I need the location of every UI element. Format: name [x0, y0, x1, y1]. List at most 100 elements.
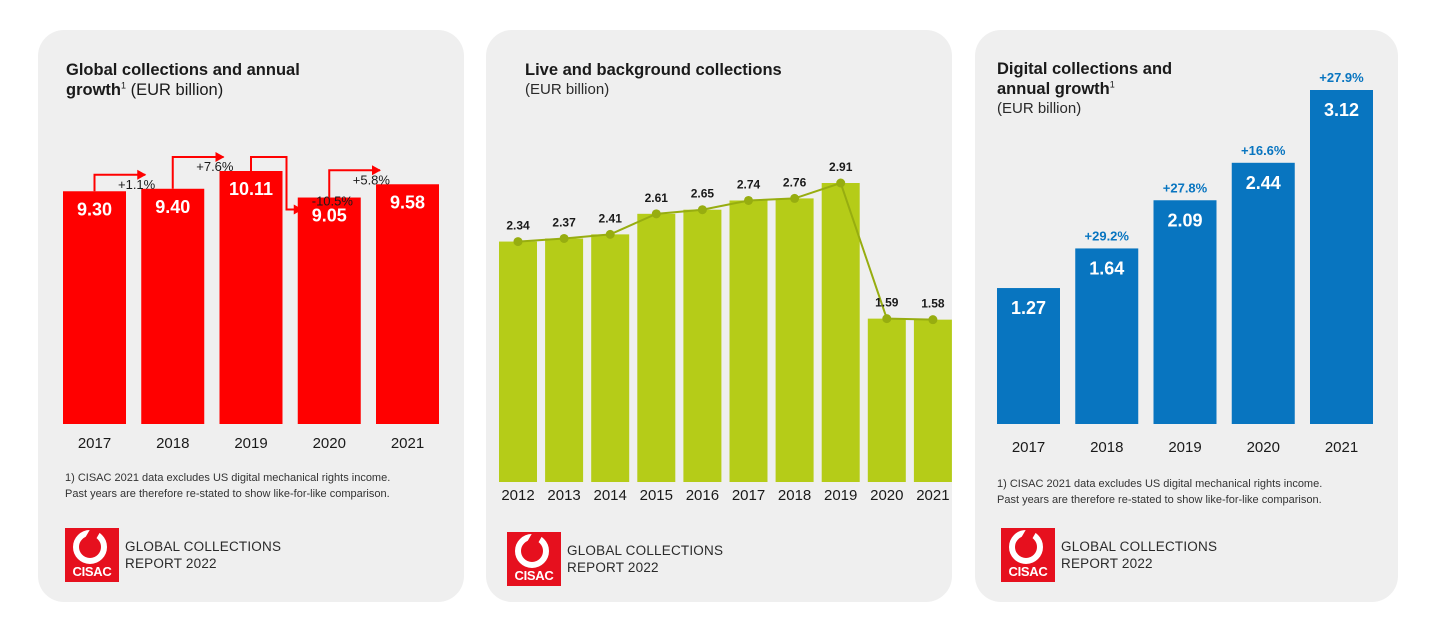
x-tick-label: 2019 [1168, 439, 1201, 456]
unit-label: (EUR billion) [525, 81, 610, 98]
unit-label: (EUR billion) [997, 100, 1082, 117]
bar-value-label: 9.30 [77, 199, 112, 219]
point-value-label: 2.41 [599, 211, 623, 225]
point-value-label: 1.58 [921, 297, 945, 311]
bar [775, 198, 814, 483]
brand: CISAC GLOBAL COLLECTIONS REPORT 2022 [1001, 528, 1217, 582]
growth-arrow-line [328, 169, 380, 198]
line-point [836, 178, 846, 188]
x-tick-label: 2019 [824, 487, 857, 504]
growth-label: +5.8% [353, 172, 391, 187]
bar [376, 184, 439, 424]
growth-arrow-head [293, 204, 303, 215]
bar [1153, 200, 1217, 424]
bar-value-label: 1.27 [1011, 298, 1046, 318]
point-value-label: 2.65 [691, 187, 715, 201]
cisac-logo: CISAC [507, 532, 561, 586]
x-tick-label: 2018 [1090, 439, 1123, 456]
point-value-label: 1.59 [875, 296, 899, 310]
footnote-line: 1) CISAC 2021 data excludes US digital m… [997, 478, 1323, 490]
digital-collections-card: Digital collections and annual growth1 (… [975, 30, 1398, 602]
growth-label: +29.2% [1085, 228, 1130, 243]
bar [545, 238, 584, 482]
line-point [559, 233, 569, 243]
point-value-label: 2.91 [829, 160, 853, 174]
line-point [790, 193, 800, 203]
bar [219, 171, 283, 424]
bar [683, 209, 722, 482]
footnote-marker: 1 [1109, 79, 1115, 90]
bar [297, 197, 361, 424]
point-value-label: 2.37 [552, 215, 576, 229]
growth-label: +27.8% [1163, 180, 1208, 195]
footnote: 1) CISAC 2021 data excludes US digital m… [65, 470, 390, 502]
footnote-marker: 1 [121, 80, 127, 91]
growth-arrow-head [137, 169, 147, 180]
growth-arrow-line [93, 173, 146, 192]
bar [63, 191, 126, 424]
title-line1: Digital collections and [997, 60, 1173, 78]
bar [913, 319, 952, 482]
x-tick-label: 2021 [916, 487, 949, 504]
growth-label: -10.5% [312, 194, 354, 209]
growth-label: +1.1% [118, 177, 156, 192]
growth-arrow-line [250, 156, 302, 211]
brand: CISAC GLOBAL COLLECTIONS REPORT 2022 [65, 528, 281, 582]
bar-value-label: 9.40 [155, 197, 190, 217]
bar [821, 183, 860, 482]
x-tick-label: 2020 [313, 435, 346, 452]
x-tick-label: 2016 [686, 487, 719, 504]
cisac-logo: CISAC [65, 528, 119, 582]
point-value-label: 2.74 [737, 177, 761, 191]
bar [997, 288, 1060, 424]
bar-value-label: 10.11 [229, 179, 273, 199]
bar-value-label: 2.09 [1167, 210, 1202, 230]
growth-label: +16.6% [1241, 143, 1286, 158]
brand-text: GLOBAL COLLECTIONS REPORT 2022 [567, 543, 724, 575]
bar-value-label: 3.12 [1324, 100, 1359, 120]
series-line [517, 181, 933, 321]
footnote-line: Past years are therefore re-stated to sh… [65, 488, 390, 500]
x-tick-label: 2017 [78, 435, 111, 452]
growth-arrow-line [171, 156, 224, 189]
line-point [744, 195, 753, 205]
growth-arrow-head [215, 152, 225, 162]
bar [499, 241, 537, 482]
bar-value-label: 2.44 [1246, 173, 1281, 193]
point-value-label: 2.76 [783, 175, 807, 189]
footnote-line: Past years are therefore re-stated to sh… [997, 494, 1322, 506]
x-tick-label: 2018 [156, 435, 189, 452]
line-point [928, 315, 938, 325]
bar-value-label: 1.64 [1089, 258, 1124, 278]
bar [867, 318, 906, 482]
title-line1: Global collections and annual [66, 61, 300, 79]
line-point [697, 205, 707, 215]
bar [1075, 248, 1139, 424]
x-tick-label: 2020 [870, 487, 903, 504]
line-point [605, 229, 615, 239]
bar [729, 200, 768, 483]
x-tick-label: 2015 [640, 487, 673, 504]
bar-line-chart-live: 2012 2013 2014 2015 2016 2017 2018 2019 2020 2021… [499, 160, 952, 504]
line-point [513, 237, 523, 247]
bar [637, 213, 676, 482]
footnote: 1) CISAC 2021 data excludes US digital m… [997, 476, 1322, 508]
x-tick-label: 2019 [234, 435, 267, 452]
bar [141, 188, 205, 424]
x-tick-label: 2012 [501, 487, 534, 504]
x-tick-label: 2021 [391, 435, 424, 452]
brand-text: GLOBAL COLLECTIONS REPORT 2022 [125, 539, 282, 571]
growth-label: +27.9% [1319, 70, 1364, 85]
bar [1310, 90, 1373, 424]
global-collections-card: Global collections and annual growth1 (E… [38, 30, 464, 602]
bar-value-label: 9.58 [390, 192, 425, 212]
footnote-line: 1) CISAC 2021 data excludes US digital m… [65, 472, 391, 484]
chart-title: Global collections and annual growth1 (E… [66, 60, 300, 100]
bar [1231, 162, 1295, 425]
unit-label: (EUR billion) [130, 81, 224, 99]
bar [591, 234, 630, 482]
growth-label: +7.6% [196, 159, 234, 174]
title-line2: growth [66, 81, 121, 99]
point-value-label: 2.34 [506, 219, 530, 233]
brand: CISAC GLOBAL COLLECTIONS REPORT 2022 [507, 532, 723, 586]
